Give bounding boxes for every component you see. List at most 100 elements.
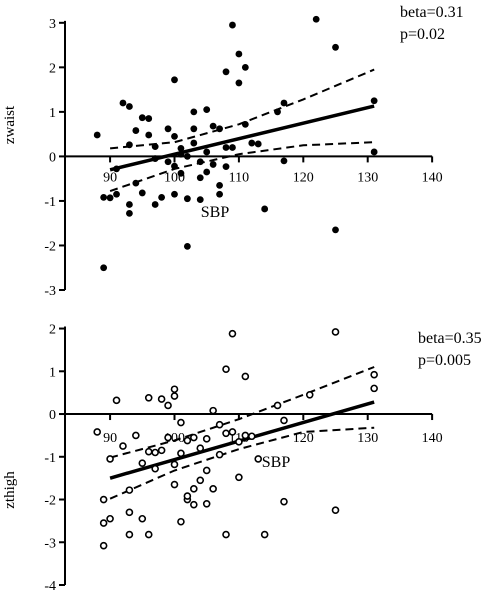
x-tick-label: 140 xyxy=(422,170,443,185)
data-point xyxy=(190,108,198,116)
data-point xyxy=(235,473,243,482)
data-point xyxy=(126,210,133,217)
y-tick-label: 1 xyxy=(49,365,56,380)
data-point xyxy=(312,15,320,23)
data-point xyxy=(164,401,172,410)
data-point xyxy=(183,153,191,160)
data-point xyxy=(106,194,114,202)
data-point xyxy=(164,433,172,442)
data-point xyxy=(100,193,108,201)
data-point xyxy=(331,328,340,336)
y-tick-label: -2 xyxy=(44,494,56,509)
data-point xyxy=(202,435,211,443)
data-point xyxy=(222,429,230,438)
y-tick-label: -1 xyxy=(44,451,56,466)
data-point xyxy=(216,125,223,133)
chart-2: 210-1-2-3-490100110120130140SBPzthigh xyxy=(2,323,443,594)
data-point xyxy=(370,370,378,379)
data-point xyxy=(196,174,204,182)
data-point xyxy=(145,115,153,122)
data-point xyxy=(113,190,120,198)
data-point xyxy=(183,242,191,250)
chart1-annotation: beta=0.31 p=0.02 xyxy=(400,2,464,46)
y-tick-label: 0 xyxy=(49,408,56,423)
data-point xyxy=(125,530,134,539)
data-point xyxy=(222,365,230,373)
data-point xyxy=(280,157,288,165)
x-axis-label: SBP xyxy=(201,204,230,221)
data-point xyxy=(202,499,211,508)
data-point xyxy=(183,492,192,500)
data-point xyxy=(280,497,288,506)
x-tick-label: 130 xyxy=(357,170,378,185)
x-tick-label: 90 xyxy=(103,431,117,446)
data-point xyxy=(215,450,224,459)
y-tick-label: -2 xyxy=(44,239,56,254)
data-point xyxy=(332,43,339,51)
data-point xyxy=(164,158,172,166)
data-point xyxy=(164,125,172,133)
data-point xyxy=(183,195,191,203)
data-point xyxy=(241,431,250,440)
data-point xyxy=(177,169,185,177)
data-point xyxy=(99,495,108,504)
data-point xyxy=(222,163,230,171)
data-point xyxy=(222,144,230,151)
data-point xyxy=(93,428,102,436)
ci-upper-line xyxy=(109,366,375,459)
data-point xyxy=(305,390,314,399)
data-point xyxy=(170,385,179,394)
data-point xyxy=(112,396,121,405)
y-tick-label: 1 xyxy=(49,106,56,121)
data-point xyxy=(370,384,378,393)
chart1-beta-text: beta=0.31 xyxy=(400,4,464,21)
data-point xyxy=(370,148,378,156)
data-point xyxy=(222,68,230,76)
data-point xyxy=(235,79,243,87)
data-point xyxy=(229,144,236,151)
data-point xyxy=(138,114,146,122)
data-point xyxy=(190,125,198,133)
data-point xyxy=(132,431,140,440)
data-point xyxy=(196,476,205,485)
data-point xyxy=(144,530,153,539)
data-point xyxy=(177,517,185,526)
y-tick-label: -3 xyxy=(44,536,56,551)
data-point xyxy=(171,76,178,84)
data-point xyxy=(196,196,204,204)
data-point xyxy=(157,446,166,455)
x-tick-label: 120 xyxy=(293,170,314,185)
data-point xyxy=(170,460,179,469)
data-point xyxy=(170,480,179,489)
data-point xyxy=(203,106,211,114)
data-point xyxy=(370,97,378,105)
data-point xyxy=(190,433,198,442)
x-axis-label: SBP xyxy=(262,454,291,471)
data-point xyxy=(170,392,179,400)
x-tick-label: 130 xyxy=(357,431,378,446)
data-point xyxy=(177,144,185,152)
data-point xyxy=(144,447,153,456)
y-tick-label: 2 xyxy=(49,61,56,76)
data-point xyxy=(177,418,185,427)
data-point xyxy=(171,190,178,198)
data-point xyxy=(126,103,133,110)
data-point xyxy=(171,162,178,170)
y-axis-label: zwaist xyxy=(2,105,18,144)
data-point xyxy=(203,148,211,156)
data-point xyxy=(132,127,140,134)
data-point xyxy=(331,506,340,515)
data-point xyxy=(203,168,211,176)
data-point xyxy=(261,205,269,213)
chart2-beta-text: beta=0.35 xyxy=(418,330,482,347)
ci-lower-line xyxy=(109,426,375,500)
data-point xyxy=(190,485,198,493)
y-tick-label: 3 xyxy=(49,17,56,32)
chart2-annotation: beta=0.35 p=0.005 xyxy=(418,328,482,372)
data-point xyxy=(260,530,269,539)
x-tick-label: 120 xyxy=(293,431,314,446)
y-tick-label: -3 xyxy=(44,284,56,299)
data-point xyxy=(119,442,127,450)
data-point xyxy=(254,455,263,463)
data-point xyxy=(209,485,217,493)
